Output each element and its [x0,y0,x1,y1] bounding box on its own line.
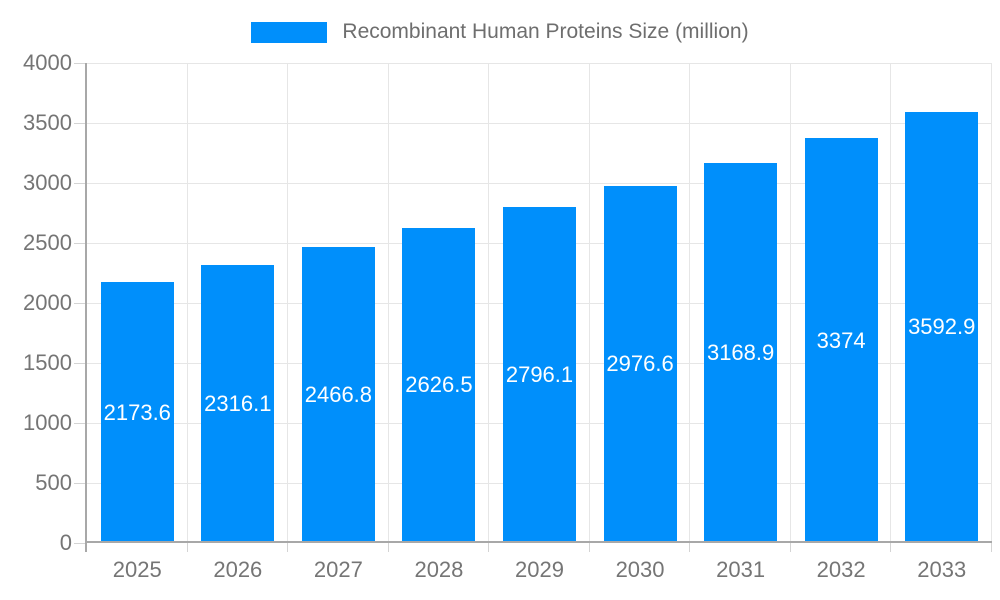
h-gridline [87,123,992,124]
legend-item[interactable]: Recombinant Human Proteins Size (million… [251,20,749,44]
v-gridline [287,63,289,543]
v-gridline [789,63,791,543]
y-tick-mark [74,543,87,544]
y-tick-label: 500 [35,470,72,495]
y-tick-mark [74,483,87,484]
v-gridline [991,63,992,543]
x-tick-label: 2030 [615,557,665,582]
bar-value-label: 2796.1 [505,362,574,388]
y-tick-label: 4000 [23,50,72,75]
x-tick-label: 2026 [213,557,263,582]
v-gridline [186,63,188,543]
legend: Recombinant Human Proteins Size (million… [0,20,1000,44]
x-tick-label: 2031 [716,557,766,582]
y-tick-label: 3000 [23,170,72,195]
v-gridline [588,63,590,543]
x-tick-label: 2032 [816,557,866,582]
v-gridline [387,63,389,543]
bar-value-label: 2173.6 [103,399,171,425]
x-tick-mark [689,543,691,552]
bar-value-label: 3592.9 [908,314,976,340]
x-tick-mark [488,543,490,552]
y-tick-label: 2000 [23,290,72,315]
y-tick-label: 3500 [23,110,72,135]
x-tick-mark [387,543,389,552]
y-tick-mark [74,243,87,244]
y-tick-label: 2500 [23,230,72,255]
x-tick-mark [789,543,791,552]
y-tick-mark [74,423,87,424]
y-tick-mark [74,363,87,364]
bar-value-label: 2316.1 [204,391,272,417]
bar-value-label: 3374 [816,327,866,353]
bar[interactable] [905,111,979,542]
x-tick-label: 2025 [112,557,162,582]
bar-value-label: 2466.8 [304,381,373,407]
bar-value-label: 2976.6 [606,351,674,377]
bar[interactable] [301,246,375,542]
y-tick-mark [74,63,87,64]
bar[interactable] [201,265,275,542]
bar[interactable] [804,138,878,542]
y-tick-mark [74,183,87,184]
x-tick-mark [186,543,188,552]
bar[interactable] [402,227,476,542]
plot-area: 0 500 1000 1500 2000 2500 3000 3500 4000 2173.6 20… [23,51,992,582]
y-tick-label: 0 [59,530,72,555]
y-tick-mark [74,303,87,304]
bar[interactable] [704,162,778,542]
x-axis-line [85,541,992,543]
legend-color-swatch [251,21,328,43]
x-tick-label: 2029 [515,557,564,582]
x-tick-label: 2028 [414,557,464,582]
h-gridline [87,183,992,184]
x-tick-mark [890,543,892,552]
bar-value-label: 2626.5 [405,372,473,398]
y-axis-line [85,63,87,552]
bar[interactable] [503,207,576,542]
x-tick-label: 2027 [313,557,363,582]
x-tick-mark [287,543,289,552]
v-gridline [890,63,892,543]
bar[interactable] [100,282,174,542]
x-tick-label: 2033 [917,557,967,582]
x-tick-mark [991,543,992,552]
v-gridline [689,63,691,543]
h-gridline [87,63,992,64]
bar-value-label: 3168.9 [706,339,775,365]
bar[interactable] [603,185,677,542]
y-tick-label: 1500 [23,350,72,375]
x-tick-mark [588,543,590,552]
y-tick-mark [74,123,87,124]
v-gridline [488,63,490,543]
legend-label: Recombinant Human Proteins Size (million… [342,20,749,43]
y-tick-label: 1000 [23,410,72,435]
